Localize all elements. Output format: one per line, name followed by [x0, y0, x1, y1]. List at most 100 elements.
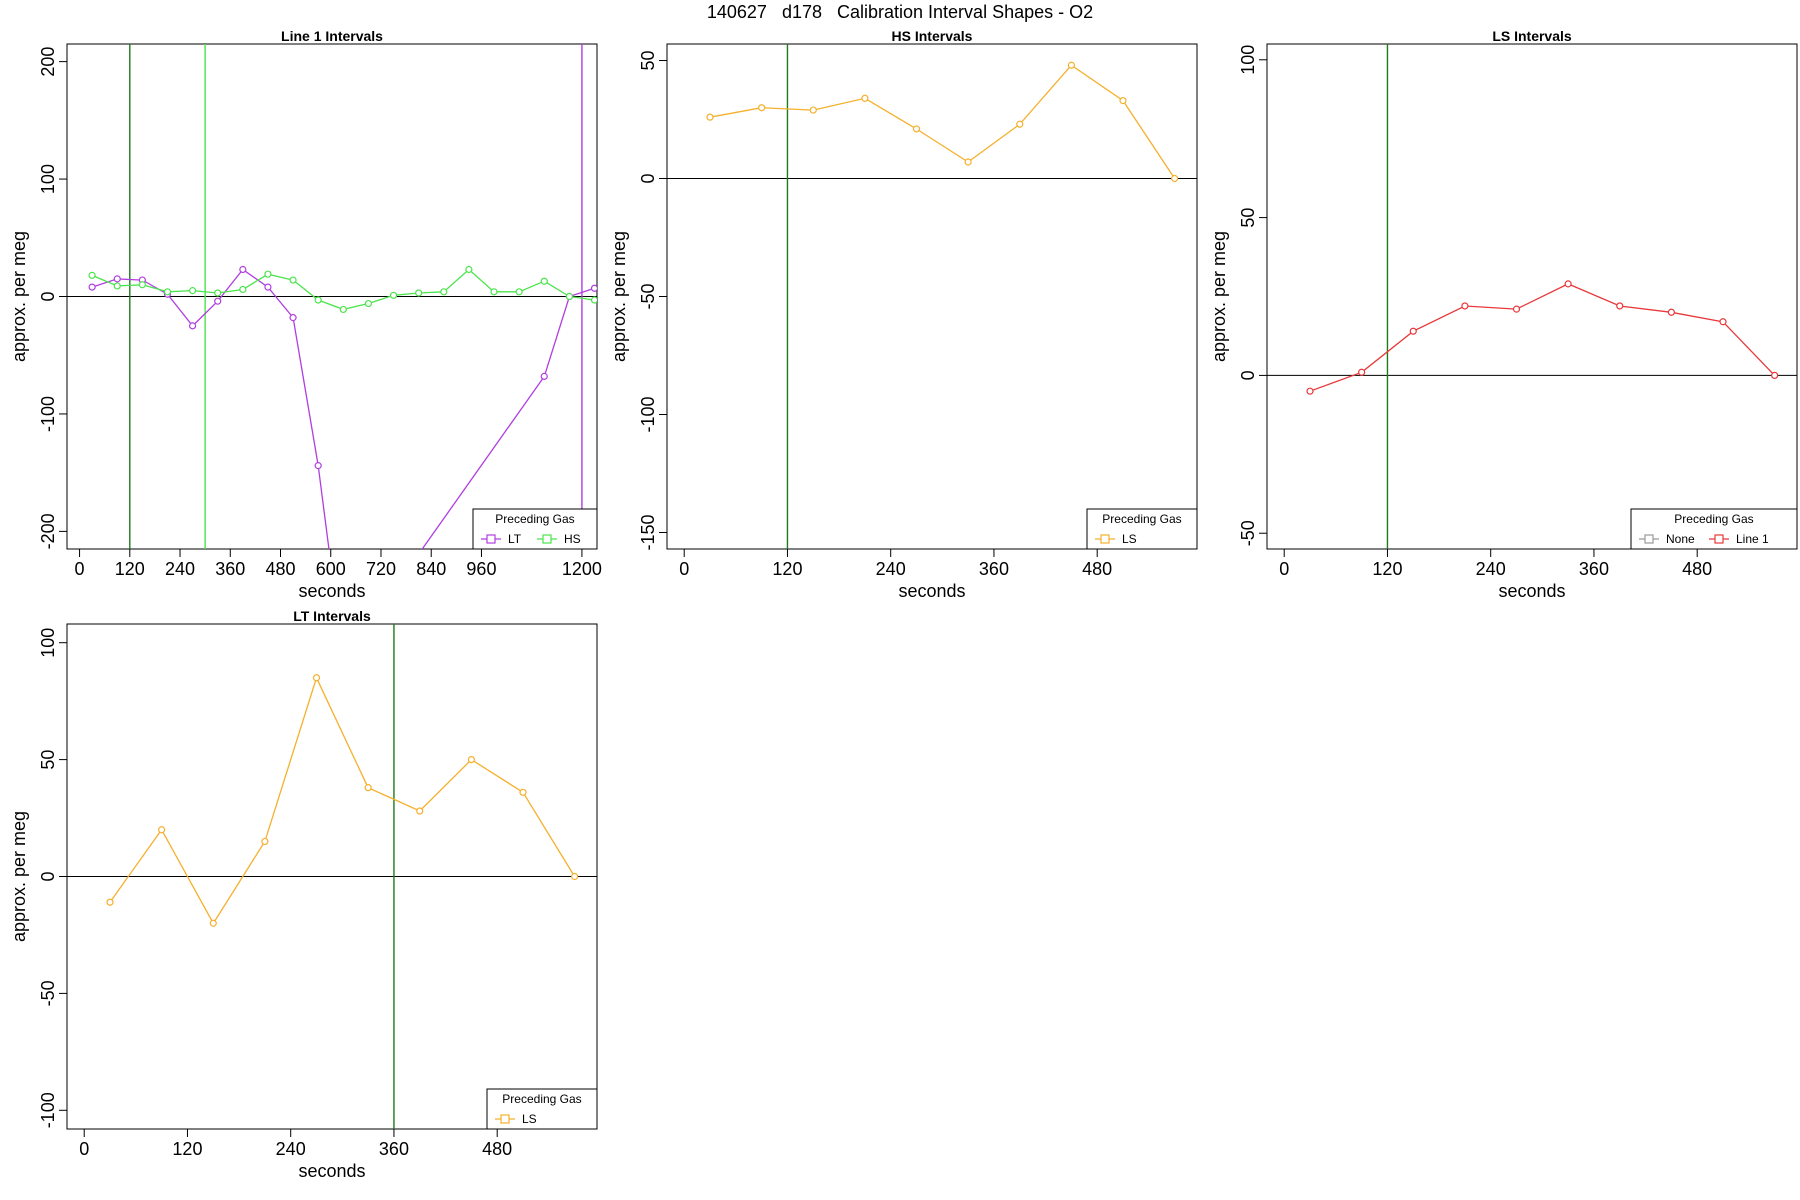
data-point-hs: [490, 288, 498, 296]
legend-swatch-marker: [486, 534, 496, 544]
data-point-hs: [88, 271, 96, 279]
data-point-lt: [188, 322, 197, 330]
panel-ls-intervals: LS Intervals 0 120 240 360 480 -50 0 50 100 second…: [1209, 28, 1798, 601]
data-point-ls: [964, 158, 972, 166]
legend-box: [1630, 508, 1798, 550]
data-point-hs: [289, 276, 297, 284]
x-tick-label: 360: [979, 559, 1009, 579]
data-point-line-1: [1719, 318, 1727, 326]
data-point-line-1: [1667, 308, 1675, 316]
data-point-hs: [515, 288, 523, 296]
x-axis-label: seconds: [298, 1161, 365, 1181]
data-point-lt: [590, 284, 597, 292]
y-tick-label: -100: [638, 396, 658, 432]
legend-title: Preceding Gas: [1102, 512, 1181, 526]
panel-title: LT Intervals: [293, 608, 371, 624]
legend: Preceding Gas None Line 1: [1630, 508, 1798, 550]
series-line-ls: [709, 64, 1176, 179]
legend-entry-ls: LS: [522, 1112, 537, 1126]
x-tick-label: 120: [172, 1139, 202, 1159]
x-tick-label: 1200: [562, 559, 602, 579]
y-tick-label: 100: [38, 628, 58, 658]
plot-frame: [666, 43, 1198, 550]
x-tick-label: 360: [215, 559, 245, 579]
legend-title: Preceding Gas: [502, 1092, 581, 1106]
data-point-lt: [214, 297, 222, 305]
data-point-hs: [565, 292, 573, 301]
data-point-ls: [758, 104, 766, 112]
series-line-line-1: [1309, 283, 1776, 392]
series-line-lt: [91, 268, 595, 549]
panel-line1-intervals: Line 1 Intervals 0 120 240 360 480 600 720 840 96…: [9, 28, 602, 601]
data-point-hs: [364, 299, 373, 308]
legend: Preceding Gas LS: [486, 1088, 598, 1130]
data-point-hs: [590, 296, 597, 304]
legend-swatch-marker: [542, 534, 552, 544]
legend-swatch-marker: [1714, 534, 1724, 544]
legend-swatch-marker: [500, 1114, 510, 1124]
legend-swatch-marker: [1644, 534, 1654, 544]
data-point-ls: [519, 788, 527, 796]
x-tick-label: 120: [115, 559, 145, 579]
plot-area: [67, 44, 597, 549]
x-tick-label: 0: [1279, 559, 1289, 579]
y-tick-label: 0: [1238, 370, 1258, 380]
legend-entry-line-1: Line 1: [1736, 532, 1769, 546]
data-point-lt: [113, 275, 121, 283]
plot-area: [1267, 44, 1797, 549]
x-axis-label: seconds: [1498, 581, 1565, 601]
y-tick-label: 50: [38, 750, 58, 770]
y-tick-label: 200: [38, 47, 58, 77]
x-tick-label: 480: [265, 559, 295, 579]
data-point-ls: [809, 106, 817, 114]
y-tick-label: -50: [1238, 520, 1258, 546]
data-point-ls: [706, 113, 714, 121]
data-point-line-1: [1306, 387, 1314, 395]
series-line-ls: [109, 676, 576, 925]
plot-area: [667, 44, 1197, 549]
data-point-line-1: [1358, 368, 1366, 376]
data-point-line-1: [1409, 327, 1417, 335]
data-point-ls: [106, 898, 114, 906]
data-point-line-1: [1564, 280, 1572, 288]
data-point-hs: [113, 282, 121, 290]
data-point-line-1: [1616, 302, 1624, 310]
data-point-hs: [465, 265, 473, 274]
x-tick-label: 240: [876, 559, 906, 579]
x-tick-label: 480: [1082, 559, 1112, 579]
x-tick-label: 240: [1476, 559, 1506, 579]
data-point-lt: [264, 283, 272, 291]
data-point-ls: [912, 125, 921, 133]
data-point-ls: [571, 872, 579, 881]
data-point-ls: [158, 826, 166, 834]
data-point-ls: [312, 674, 321, 682]
legend-entry-hs: HS: [564, 532, 581, 546]
panel-lt-intervals: LT Intervals 0 120 240 360 480 -100 -50 0 50 100 se…: [9, 608, 598, 1181]
x-tick-label: 600: [316, 559, 346, 579]
data-point-lt: [314, 462, 322, 470]
x-axis-label: seconds: [898, 581, 965, 601]
figure-title: 140627 d178 Calibration Interval Shapes …: [706, 2, 1094, 22]
panel-title: LS Intervals: [1492, 28, 1572, 44]
data-point-line-1: [1771, 371, 1779, 380]
plot-frame: [1266, 43, 1798, 550]
x-tick-label: 240: [276, 1139, 306, 1159]
data-point-lt: [239, 265, 247, 274]
data-point-hs: [214, 289, 222, 297]
y-axis-label: approx. per meg: [9, 231, 29, 362]
data-point-hs: [264, 270, 272, 278]
x-tick-label: 840: [416, 559, 446, 579]
x-tick-label: 960: [466, 559, 496, 579]
y-tick-label: 0: [638, 174, 658, 184]
legend-swatch-marker: [1100, 534, 1110, 544]
data-point-lt: [289, 314, 297, 322]
panel-title: HS Intervals: [892, 28, 973, 44]
data-point-ls: [364, 784, 372, 792]
data-point-hs: [389, 291, 398, 299]
x-tick-label: 480: [482, 1139, 512, 1159]
data-point-lt: [540, 372, 548, 380]
data-point-ls: [1171, 174, 1179, 183]
data-point-ls: [416, 807, 424, 815]
y-tick-label: -200: [38, 513, 58, 549]
legend-entry-lt: LT: [508, 532, 522, 546]
